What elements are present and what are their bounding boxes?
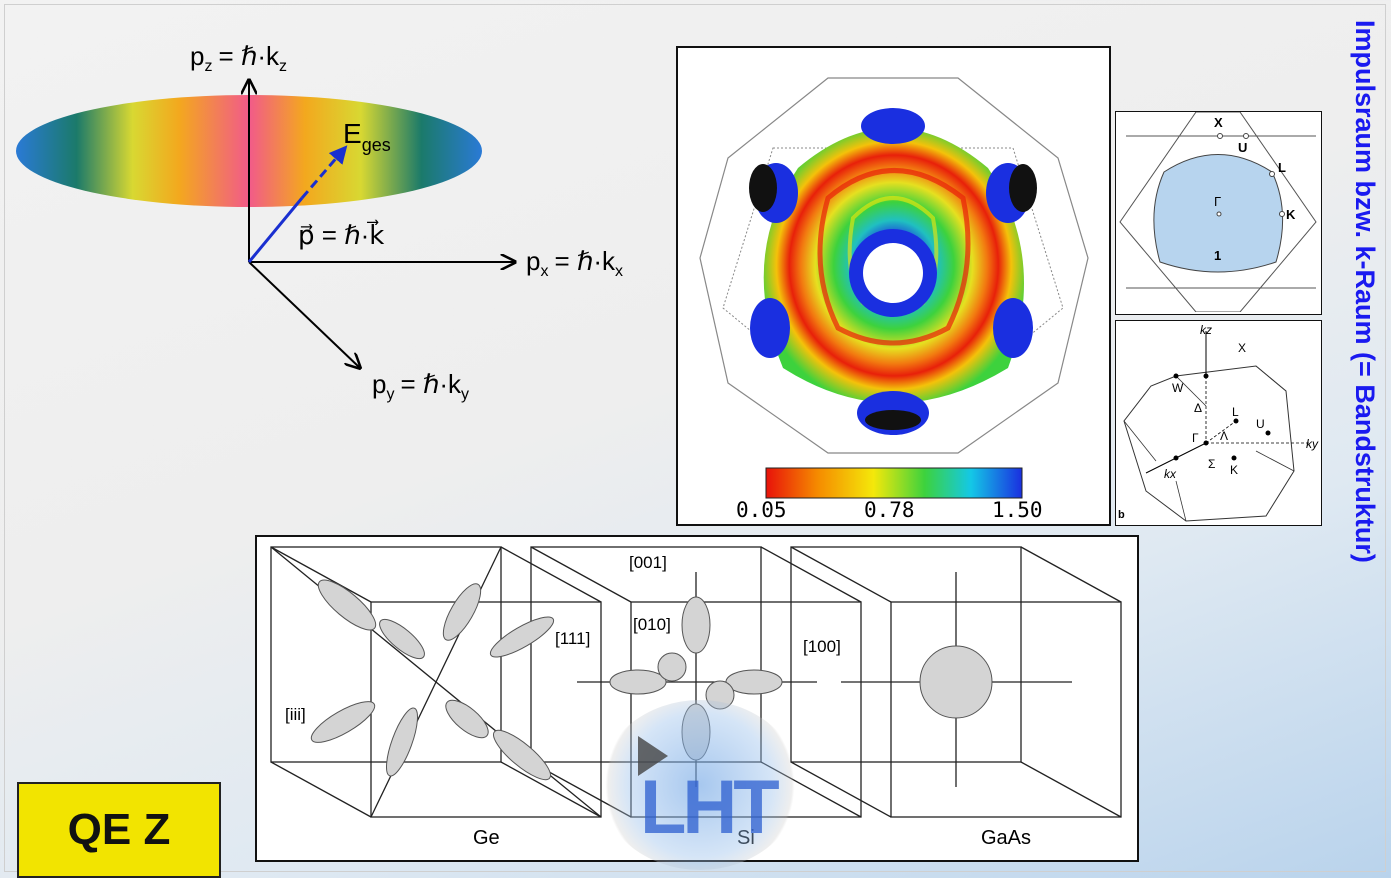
- qe-z-badge: QE Z: [17, 782, 221, 878]
- bz-point-x: X: [1214, 115, 1223, 130]
- py-axis: [248, 261, 360, 368]
- bz-section-panel: X U L Γ K 1: [1115, 111, 1322, 315]
- py-label: py = ℏ·ky: [372, 369, 469, 403]
- pz-label: pz = ℏ·kz: [190, 41, 287, 75]
- dir-label-100: [100]: [803, 637, 841, 656]
- e-vector-dashed: [300, 145, 348, 199]
- bz3d-label-ky: ky: [1306, 437, 1318, 451]
- valleys-panel: [iii] [001] [010] [111] [100] Ge Si GaAs: [255, 535, 1139, 862]
- bz3d-label-delta: Δ: [1194, 401, 1203, 415]
- bz-3d-diagram: [1123, 331, 1311, 522]
- logo-text: LHT: [640, 765, 780, 850]
- valleys-diagram: [270, 546, 1122, 818]
- colorbar-tick-mid: 0.78: [864, 498, 915, 522]
- bz3d-label-gamma: Γ: [1192, 431, 1199, 445]
- lht-logo: LHT: [600, 700, 800, 870]
- momentum-vector-diagram: pz = ℏ·kz px = ℏ·kx py = ℏ·ky p⃗ = ℏ·k⃗ Ege…: [16, 41, 623, 403]
- dir-label-001: [001]: [629, 553, 667, 572]
- bz-section-diagram: [1119, 111, 1317, 313]
- dir-label-010: [010]: [633, 615, 671, 634]
- fermi-surface-image: [699, 77, 1089, 499]
- dir-label-iii: [iii]: [285, 705, 306, 724]
- bz-point-l: L: [1278, 160, 1286, 175]
- label-gaas: GaAs: [981, 827, 1032, 849]
- bz-band-index: 1: [1214, 248, 1222, 263]
- bz3d-label-sigma: Σ: [1208, 457, 1216, 471]
- bz3d-label-lambda: Λ: [1220, 429, 1229, 443]
- slide-title: Impulsraum bzw. k-Raum (= Bandstruktur): [1350, 20, 1380, 563]
- colorbar-tick-min: 0.05: [736, 498, 787, 522]
- bz-point-u: U: [1238, 140, 1248, 155]
- fermi-surface-panel: 0.05 0.78 1.50: [676, 46, 1111, 526]
- bz3d-label-x: X: [1238, 341, 1247, 355]
- bz3d-label-k: K: [1230, 463, 1239, 477]
- colorbar-tick-max: 1.50: [992, 498, 1043, 522]
- bz3d-label-kx: kx: [1164, 467, 1176, 481]
- bz-3d-panel: kz X W Δ L Λ U Γ ky kx Σ K b: [1115, 320, 1322, 526]
- p-vector: [247, 197, 304, 263]
- bz3d-label-l: L: [1232, 405, 1239, 419]
- e-ges-label: Eges: [343, 118, 391, 155]
- slide-frame: [4, 4, 1386, 872]
- bz3d-label-u: U: [1256, 417, 1265, 431]
- bz-point-gamma: Γ: [1214, 194, 1222, 209]
- bz-point-k: K: [1286, 207, 1296, 222]
- bz3d-panel-tag: b: [1118, 509, 1125, 521]
- dir-label-111: [111]: [555, 629, 591, 648]
- px-label: px = ℏ·kx: [526, 246, 623, 280]
- bz3d-label-kz: kz: [1200, 323, 1212, 337]
- play-icon: [638, 736, 668, 776]
- p-vector-label: p⃗ = ℏ·k⃗: [298, 219, 384, 250]
- label-ge: Ge: [473, 827, 500, 849]
- bz3d-label-w: W: [1172, 381, 1184, 395]
